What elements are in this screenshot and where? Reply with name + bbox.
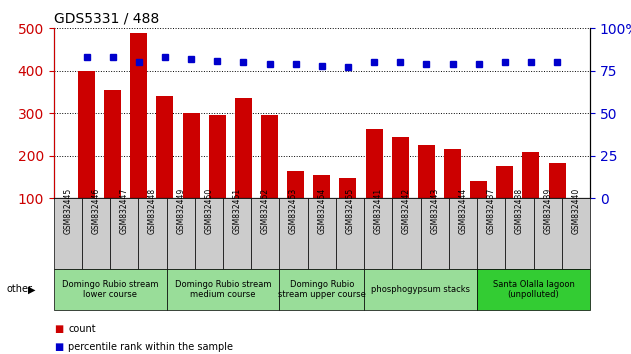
Text: GSM832444: GSM832444 [459,187,468,234]
Text: ■: ■ [54,342,63,352]
Text: GSM832448: GSM832448 [148,188,157,234]
Text: ▶: ▶ [28,284,36,295]
Bar [418,145,435,241]
Bar [156,96,174,241]
Text: GSM832452: GSM832452 [261,188,270,234]
Bar [470,181,487,241]
Text: GSM832447: GSM832447 [120,187,129,234]
Text: GSM832451: GSM832451 [233,188,242,234]
Text: GSM832445: GSM832445 [63,187,72,234]
Text: GSM832439: GSM832439 [543,187,552,234]
Text: other: other [6,284,32,295]
Bar [287,171,304,241]
Bar [522,152,540,241]
Text: GSM832437: GSM832437 [487,187,496,234]
Bar [548,164,565,241]
Bar [392,137,409,241]
Bar [314,175,330,241]
Bar [444,149,461,241]
Bar [497,166,513,241]
Text: GSM832443: GSM832443 [430,187,439,234]
Text: GSM832455: GSM832455 [346,187,355,234]
Text: GSM832450: GSM832450 [204,187,213,234]
Text: count: count [68,324,96,334]
Text: GSM832453: GSM832453 [289,187,298,234]
Text: GSM832449: GSM832449 [176,187,185,234]
Text: Domingo Rubio stream
medium course: Domingo Rubio stream medium course [175,280,271,299]
Text: GSM832454: GSM832454 [317,187,326,234]
Text: GDS5331 / 488: GDS5331 / 488 [54,12,159,26]
Text: Santa Olalla lagoon
(unpolluted): Santa Olalla lagoon (unpolluted) [493,280,574,299]
Bar [182,113,199,241]
Text: Domingo Rubio
stream upper course: Domingo Rubio stream upper course [278,280,366,299]
Text: GSM832438: GSM832438 [515,188,524,234]
Bar [104,90,121,241]
Text: GSM832446: GSM832446 [91,187,100,234]
Bar [235,98,252,241]
Text: GSM832441: GSM832441 [374,188,383,234]
Text: GSM832442: GSM832442 [402,188,411,234]
Bar [131,33,147,241]
Bar [209,115,226,241]
Bar [261,115,278,241]
Bar [339,178,357,241]
Text: Domingo Rubio stream
lower course: Domingo Rubio stream lower course [62,280,158,299]
Text: phosphogypsum stacks: phosphogypsum stacks [371,285,470,294]
Bar [365,130,382,241]
Text: GSM832440: GSM832440 [572,187,581,234]
Bar [78,71,95,241]
Text: percentile rank within the sample: percentile rank within the sample [68,342,233,352]
Text: ■: ■ [54,324,63,334]
